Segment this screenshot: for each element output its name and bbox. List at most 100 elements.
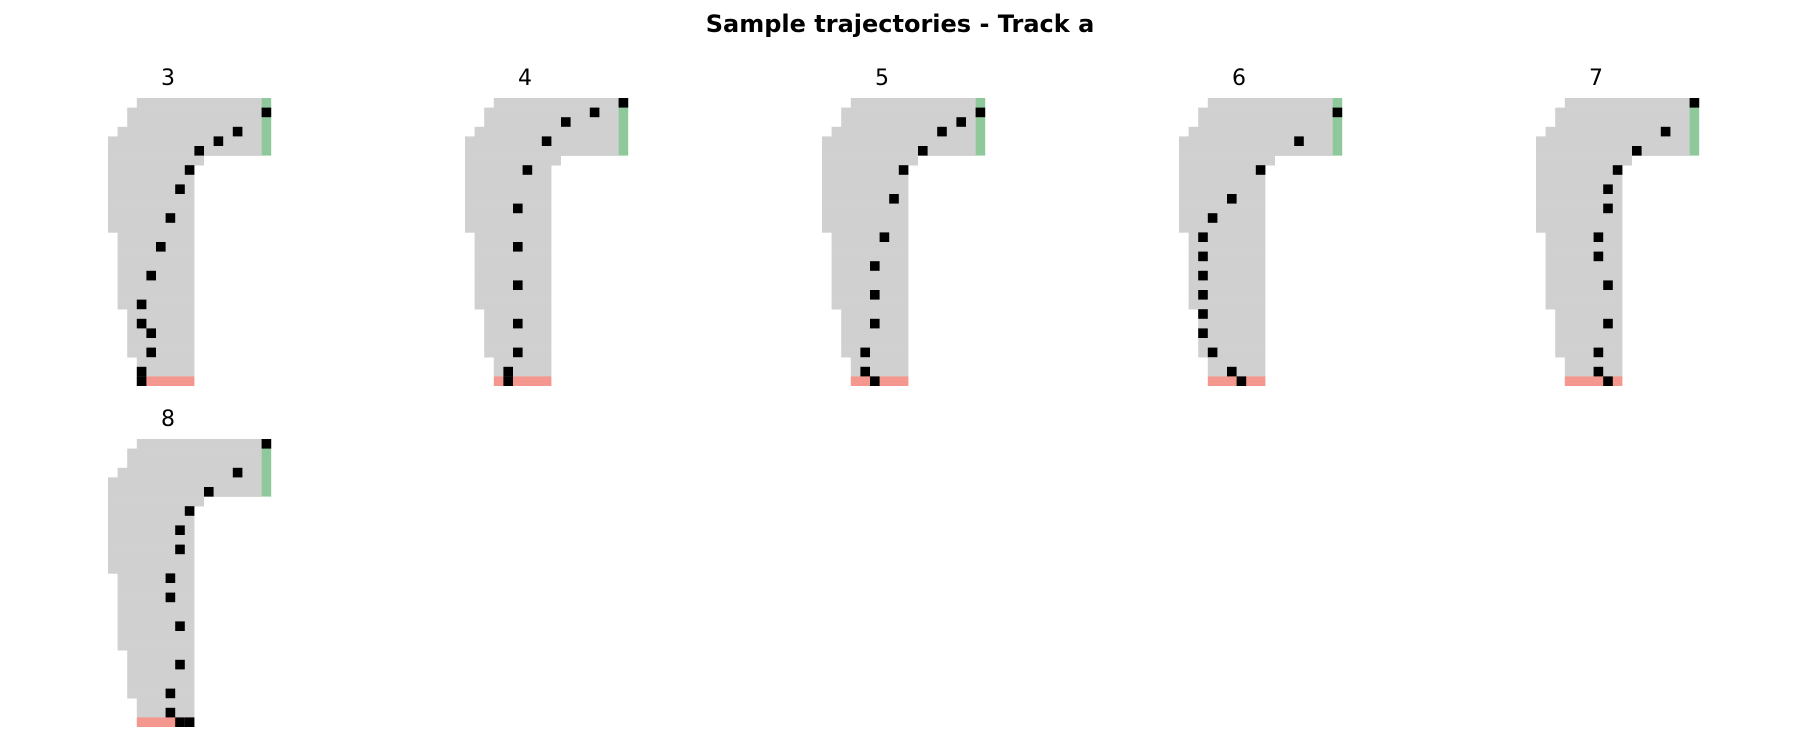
trajectory-point <box>1603 318 1613 329</box>
track-row <box>1207 98 1333 108</box>
trajectory-point <box>184 165 195 175</box>
trajectory-point <box>870 261 880 271</box>
trajectory-point <box>870 376 880 386</box>
trajectory-point <box>513 203 523 214</box>
track-row <box>127 448 262 459</box>
trajectory-point <box>146 270 156 281</box>
trajectory-point <box>156 242 166 252</box>
trajectory-point <box>232 467 243 478</box>
trajectory-point <box>1198 232 1208 242</box>
trajectory-point <box>898 165 909 175</box>
trajectory-point <box>889 194 899 204</box>
track-row <box>1179 213 1266 224</box>
track-row <box>1188 270 1266 281</box>
trajectory-point <box>136 318 147 329</box>
trajectory-point <box>1632 146 1642 156</box>
trajectory-point <box>1660 126 1671 137</box>
track-row <box>108 146 262 156</box>
trajectory-point <box>1294 136 1304 146</box>
track-row <box>108 222 195 233</box>
start-line <box>136 717 195 727</box>
track-row <box>1536 146 1690 156</box>
track-row <box>484 117 619 128</box>
track-row <box>822 165 909 176</box>
track-row <box>1198 318 1266 329</box>
track-row <box>841 107 976 118</box>
trajectory-point <box>165 213 176 223</box>
track-row <box>850 357 909 368</box>
trajectory-point <box>513 347 523 358</box>
trajectory-point <box>513 318 523 329</box>
track-row <box>1555 117 1690 128</box>
track-row <box>127 117 262 128</box>
track-row <box>117 280 195 291</box>
track-row <box>127 650 195 661</box>
trajectory-point <box>1603 280 1613 290</box>
track-row <box>1179 136 1333 147</box>
track-row <box>465 165 552 176</box>
trajectory-point <box>136 366 147 377</box>
track-row <box>1545 280 1623 291</box>
track-row <box>117 592 195 603</box>
track-row <box>493 98 619 108</box>
track-row <box>1545 261 1623 272</box>
finish-line <box>261 439 272 497</box>
track-row <box>1179 146 1333 156</box>
finish-line <box>1689 98 1700 156</box>
finish-line <box>975 98 986 156</box>
trajectory-point <box>879 232 890 242</box>
track-row <box>108 487 262 497</box>
track-row <box>108 194 195 204</box>
trajectory-point <box>618 98 629 108</box>
trajectory-point <box>1227 194 1237 204</box>
track-row <box>1188 232 1266 243</box>
track-row <box>484 328 552 339</box>
trajectory-point <box>204 487 214 497</box>
track-row <box>117 583 195 593</box>
trajectory-point <box>860 366 870 377</box>
panel-title: 4 <box>518 66 532 91</box>
track-row <box>1188 261 1266 272</box>
track-row <box>127 688 195 699</box>
trajectory-point <box>194 146 204 156</box>
trajectory-point <box>184 717 195 727</box>
track-row <box>108 554 195 565</box>
track-row <box>1179 174 1266 185</box>
track-row <box>474 232 552 243</box>
track-row <box>108 174 195 185</box>
track-row <box>108 213 195 224</box>
track-row <box>484 338 552 348</box>
track-row <box>1198 309 1266 320</box>
track-row <box>108 535 195 545</box>
track-row <box>127 659 195 670</box>
track-row <box>1545 232 1623 243</box>
track-row <box>465 222 552 233</box>
trajectory-point <box>232 126 243 137</box>
track-row <box>1198 117 1333 128</box>
trajectory-point <box>1198 290 1208 300</box>
trajectory-point <box>503 376 513 386</box>
trajectory-point <box>1332 107 1343 118</box>
track-row <box>136 357 195 368</box>
track-row <box>1188 280 1266 291</box>
trajectory-point <box>1255 165 1266 175</box>
track-row <box>831 270 909 281</box>
trajectory-point <box>918 146 928 156</box>
track-row <box>127 328 195 339</box>
track-row <box>108 506 195 517</box>
track-row <box>108 203 195 214</box>
track-row <box>1545 242 1623 252</box>
trajectory-point <box>1207 347 1218 358</box>
track-row <box>1536 222 1623 233</box>
trajectory-point <box>1198 251 1208 262</box>
track-row <box>465 203 552 214</box>
track-grid <box>465 98 629 386</box>
track-row <box>831 232 909 243</box>
track-row <box>474 270 552 281</box>
track-row <box>831 126 976 137</box>
track-row <box>1188 126 1333 137</box>
track-row <box>1555 107 1690 118</box>
track-grid <box>108 98 272 386</box>
trajectory-point <box>175 525 185 535</box>
track-row <box>117 467 262 478</box>
